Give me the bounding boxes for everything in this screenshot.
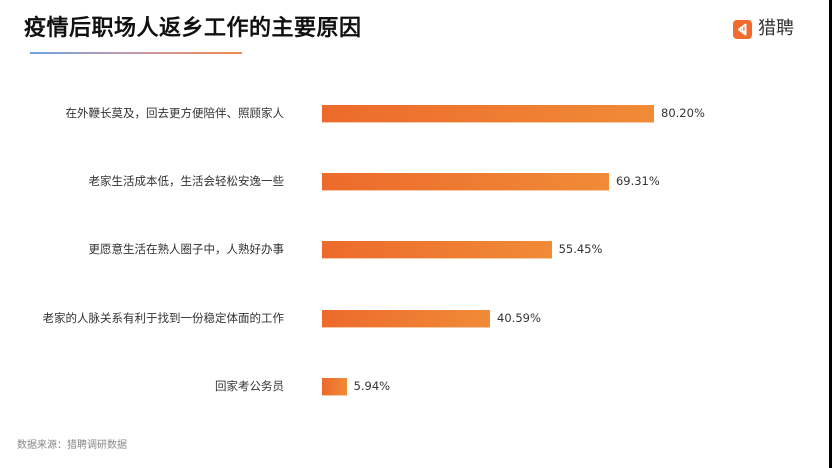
bar: [322, 173, 609, 190]
category-label: 在外鞭长莫及，回去更方便陪伴、照顾家人: [65, 106, 285, 120]
bar-row: 回家考公务员 5.94%: [0, 378, 800, 395]
category-label: 老家生活成本低，生活会轻松安逸一些: [88, 174, 285, 188]
bar-row: 更愿意生活在熟人圈子中，人熟好办事 55.45%: [0, 241, 800, 258]
category-label: 老家的人脉关系有利于找到一份稳定体面的工作: [42, 311, 285, 325]
category-label: 回家考公务员: [215, 379, 284, 393]
right-edge-border: [829, 0, 832, 468]
bar-row: 在外鞭长莫及，回去更方便陪伴、照顾家人 80.20%: [0, 105, 800, 122]
bar: [322, 378, 347, 395]
bar: [322, 105, 655, 122]
value-label: 5.94%: [353, 379, 391, 393]
title-underline: [30, 52, 242, 54]
bar: [322, 310, 491, 327]
value-label: 55.45%: [558, 242, 603, 256]
data-source: 数据来源：猎聘调研数据: [17, 440, 127, 451]
liepin-logo-icon: [733, 19, 752, 39]
value-label: 69.31%: [615, 174, 660, 188]
logo-text: 猎聘: [758, 18, 794, 39]
category-label: 更愿意生活在熟人圈子中，人熟好办事: [88, 242, 285, 256]
bar-row: 老家生活成本低，生活会轻松安逸一些 69.31%: [0, 173, 800, 190]
chart-title: 疫情后职场人返乡工作的主要原因: [24, 16, 362, 41]
value-label: 40.59%: [497, 311, 541, 325]
value-label: 80.20%: [661, 106, 705, 120]
liepin-logo: 猎聘: [733, 17, 794, 41]
bar: [322, 241, 552, 258]
bar-row: 老家的人脉关系有利于找到一份稳定体面的工作 40.59%: [0, 310, 800, 327]
